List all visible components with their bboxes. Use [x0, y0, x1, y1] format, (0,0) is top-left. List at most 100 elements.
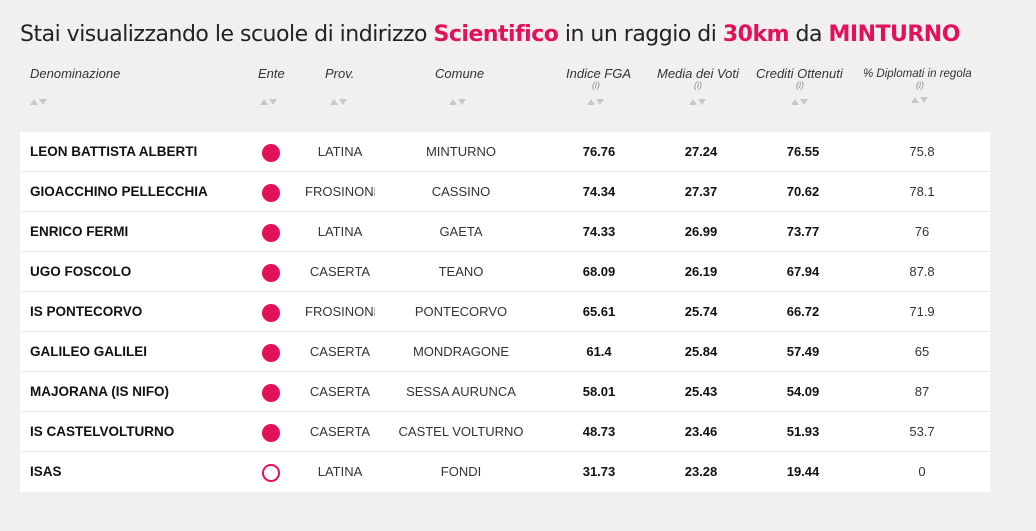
school-name[interactable]: UGO FOSCOLO — [30, 264, 132, 279]
province: FROSINONE — [305, 184, 375, 199]
table-row[interactable]: ENRICO FERMI LATINA GAETA 74.33 26.99 73.77 76 — [20, 212, 990, 252]
comune: MINTURNO — [425, 144, 497, 159]
sort-media-icon[interactable] — [689, 99, 707, 105]
info-fga-icon[interactable]: (i) — [592, 80, 600, 90]
crediti-value: 54.09 — [786, 384, 820, 399]
crediti-value: 76.55 — [786, 144, 820, 159]
comune: CASSINO — [431, 184, 491, 199]
province: FROSINONE — [305, 304, 375, 319]
comune: SESSA AURUNCA — [406, 384, 516, 399]
school-name[interactable]: GIOACCHINO PELLECCHIA — [30, 184, 208, 199]
crediti-value: 70.62 — [786, 184, 820, 199]
school-name[interactable]: ISAS — [30, 464, 62, 479]
title-raggio: 30km — [722, 22, 790, 47]
title-da: da — [789, 22, 829, 47]
media-voti-value: 25.84 — [684, 344, 718, 359]
ente-filled-circle-icon — [262, 384, 280, 402]
header-diplomati[interactable]: % Diplomati in regola — [863, 68, 972, 80]
info-diplomati-icon[interactable]: (i) — [916, 80, 924, 90]
table-row[interactable]: ISAS LATINA FONDI 31.73 23.28 19.44 0 — [20, 452, 990, 492]
media-voti-value: 26.19 — [684, 264, 718, 279]
info-crediti-icon[interactable]: (i) — [796, 80, 804, 90]
indice-fga-value: 61.4 — [586, 344, 612, 359]
ente-filled-circle-icon — [262, 304, 280, 322]
school-name[interactable]: IS CASTELVOLTURNO — [30, 424, 175, 439]
sort-comune-icon[interactable] — [449, 99, 467, 105]
indice-fga-value: 48.73 — [582, 424, 616, 439]
sort-prov-icon[interactable] — [330, 99, 348, 105]
comune: TEANO — [438, 264, 484, 279]
ente-filled-circle-icon — [262, 224, 280, 242]
indice-fga-value: 74.34 — [582, 184, 616, 199]
school-name[interactable]: ENRICO FERMI — [30, 224, 129, 239]
school-name[interactable]: MAJORANA (IS NIFO) — [30, 384, 169, 399]
media-voti-value: 25.43 — [684, 384, 718, 399]
table-row[interactable]: IS CASTELVOLTURNO CASERTA CASTEL VOLTURNO 4… — [20, 412, 990, 452]
ente-filled-circle-icon — [262, 264, 280, 282]
media-voti-value: 27.24 — [684, 144, 718, 159]
title-prefix: Stai visualizzando le scuole di indirizz… — [20, 22, 434, 47]
header-crediti[interactable]: Crediti Ottenuti — [756, 66, 843, 81]
media-voti-value: 25.74 — [684, 304, 718, 319]
province: CASERTA — [309, 344, 371, 359]
ente-filled-circle-icon — [262, 184, 280, 202]
table-row[interactable]: LEON BATTISTA ALBERTI LATINA MINTURNO 76.76… — [20, 132, 990, 172]
diplomati-value: 76 — [914, 224, 930, 239]
province: CASERTA — [309, 264, 371, 279]
table-row[interactable]: UGO FOSCOLO CASERTA TEANO 68.09 26.19 67.94 87… — [20, 252, 990, 292]
crediti-value: 73.77 — [786, 224, 820, 239]
comune: CASTEL VOLTURNO — [398, 424, 524, 439]
header-denominazione[interactable]: Denominazione — [30, 66, 121, 81]
table-header: Denominazione Ente Prov. Comune Indice F… — [20, 66, 990, 116]
indice-fga-value: 58.01 — [582, 384, 616, 399]
indice-fga-value: 65.61 — [582, 304, 616, 319]
sort-fga-icon[interactable] — [587, 99, 605, 105]
diplomati-value: 65 — [914, 344, 930, 359]
indice-fga-value: 68.09 — [582, 264, 616, 279]
diplomati-value: 71.9 — [909, 304, 935, 319]
header-media-voti[interactable]: Media dei Voti — [657, 66, 739, 81]
province: LATINA — [317, 144, 363, 159]
table-row[interactable]: GALILEO GALILEI CASERTA MONDRAGONE 61.4 25.8… — [20, 332, 990, 372]
table-row[interactable]: MAJORANA (IS NIFO) CASERTA SESSA AURUNCA 58… — [20, 372, 990, 412]
school-name[interactable]: GALILEO GALILEI — [30, 344, 147, 359]
page-title: Stai visualizzando le scuole di indirizz… — [20, 22, 960, 47]
comune: PONTECORVO — [414, 304, 508, 319]
ente-filled-circle-icon — [262, 144, 280, 162]
diplomati-value: 78.1 — [909, 184, 935, 199]
table-row[interactable]: IS PONTECORVO FROSINONE PONTECORVO 65.61 25.… — [20, 292, 990, 332]
crediti-value: 51.93 — [786, 424, 820, 439]
comune: MONDRAGONE — [412, 344, 510, 359]
title-middle: in un raggio di — [558, 22, 723, 47]
crediti-value: 66.72 — [786, 304, 820, 319]
sort-crediti-icon[interactable] — [791, 99, 809, 105]
header-indice-fga[interactable]: Indice FGA — [566, 66, 632, 81]
header-comune[interactable]: Comune — [435, 66, 485, 81]
province: LATINA — [317, 224, 363, 239]
diplomati-value: 53.7 — [909, 424, 935, 439]
info-media-icon[interactable]: (i) — [694, 80, 702, 90]
ente-filled-circle-icon — [262, 344, 280, 362]
media-voti-value: 23.46 — [684, 424, 718, 439]
header-ente[interactable]: Ente — [258, 66, 285, 81]
province: CASERTA — [309, 384, 371, 399]
crediti-value: 57.49 — [786, 344, 820, 359]
schools-table: LEON BATTISTA ALBERTI LATINA MINTURNO 76.76… — [20, 132, 990, 492]
school-name[interactable]: LEON BATTISTA ALBERTI — [30, 144, 198, 159]
table-row[interactable]: GIOACCHINO PELLECCHIA FROSINONE CASSINO 74.… — [20, 172, 990, 212]
diplomati-value: 87.8 — [909, 264, 935, 279]
crediti-value: 67.94 — [786, 264, 820, 279]
province: LATINA — [317, 464, 363, 479]
title-citta: MINTURNO — [828, 22, 960, 47]
school-name[interactable]: IS PONTECORVO — [30, 304, 143, 319]
sort-ente-icon[interactable] — [260, 99, 278, 105]
header-prov[interactable]: Prov. — [325, 66, 355, 81]
comune: FONDI — [440, 464, 482, 479]
media-voti-value: 27.37 — [684, 184, 718, 199]
comune: GAETA — [439, 224, 483, 239]
diplomati-value: 0 — [918, 464, 926, 479]
sort-denominazione-icon[interactable] — [30, 99, 48, 105]
sort-diplomati-icon[interactable] — [911, 97, 929, 103]
media-voti-value: 26.99 — [684, 224, 718, 239]
ente-filled-circle-icon — [262, 424, 280, 442]
